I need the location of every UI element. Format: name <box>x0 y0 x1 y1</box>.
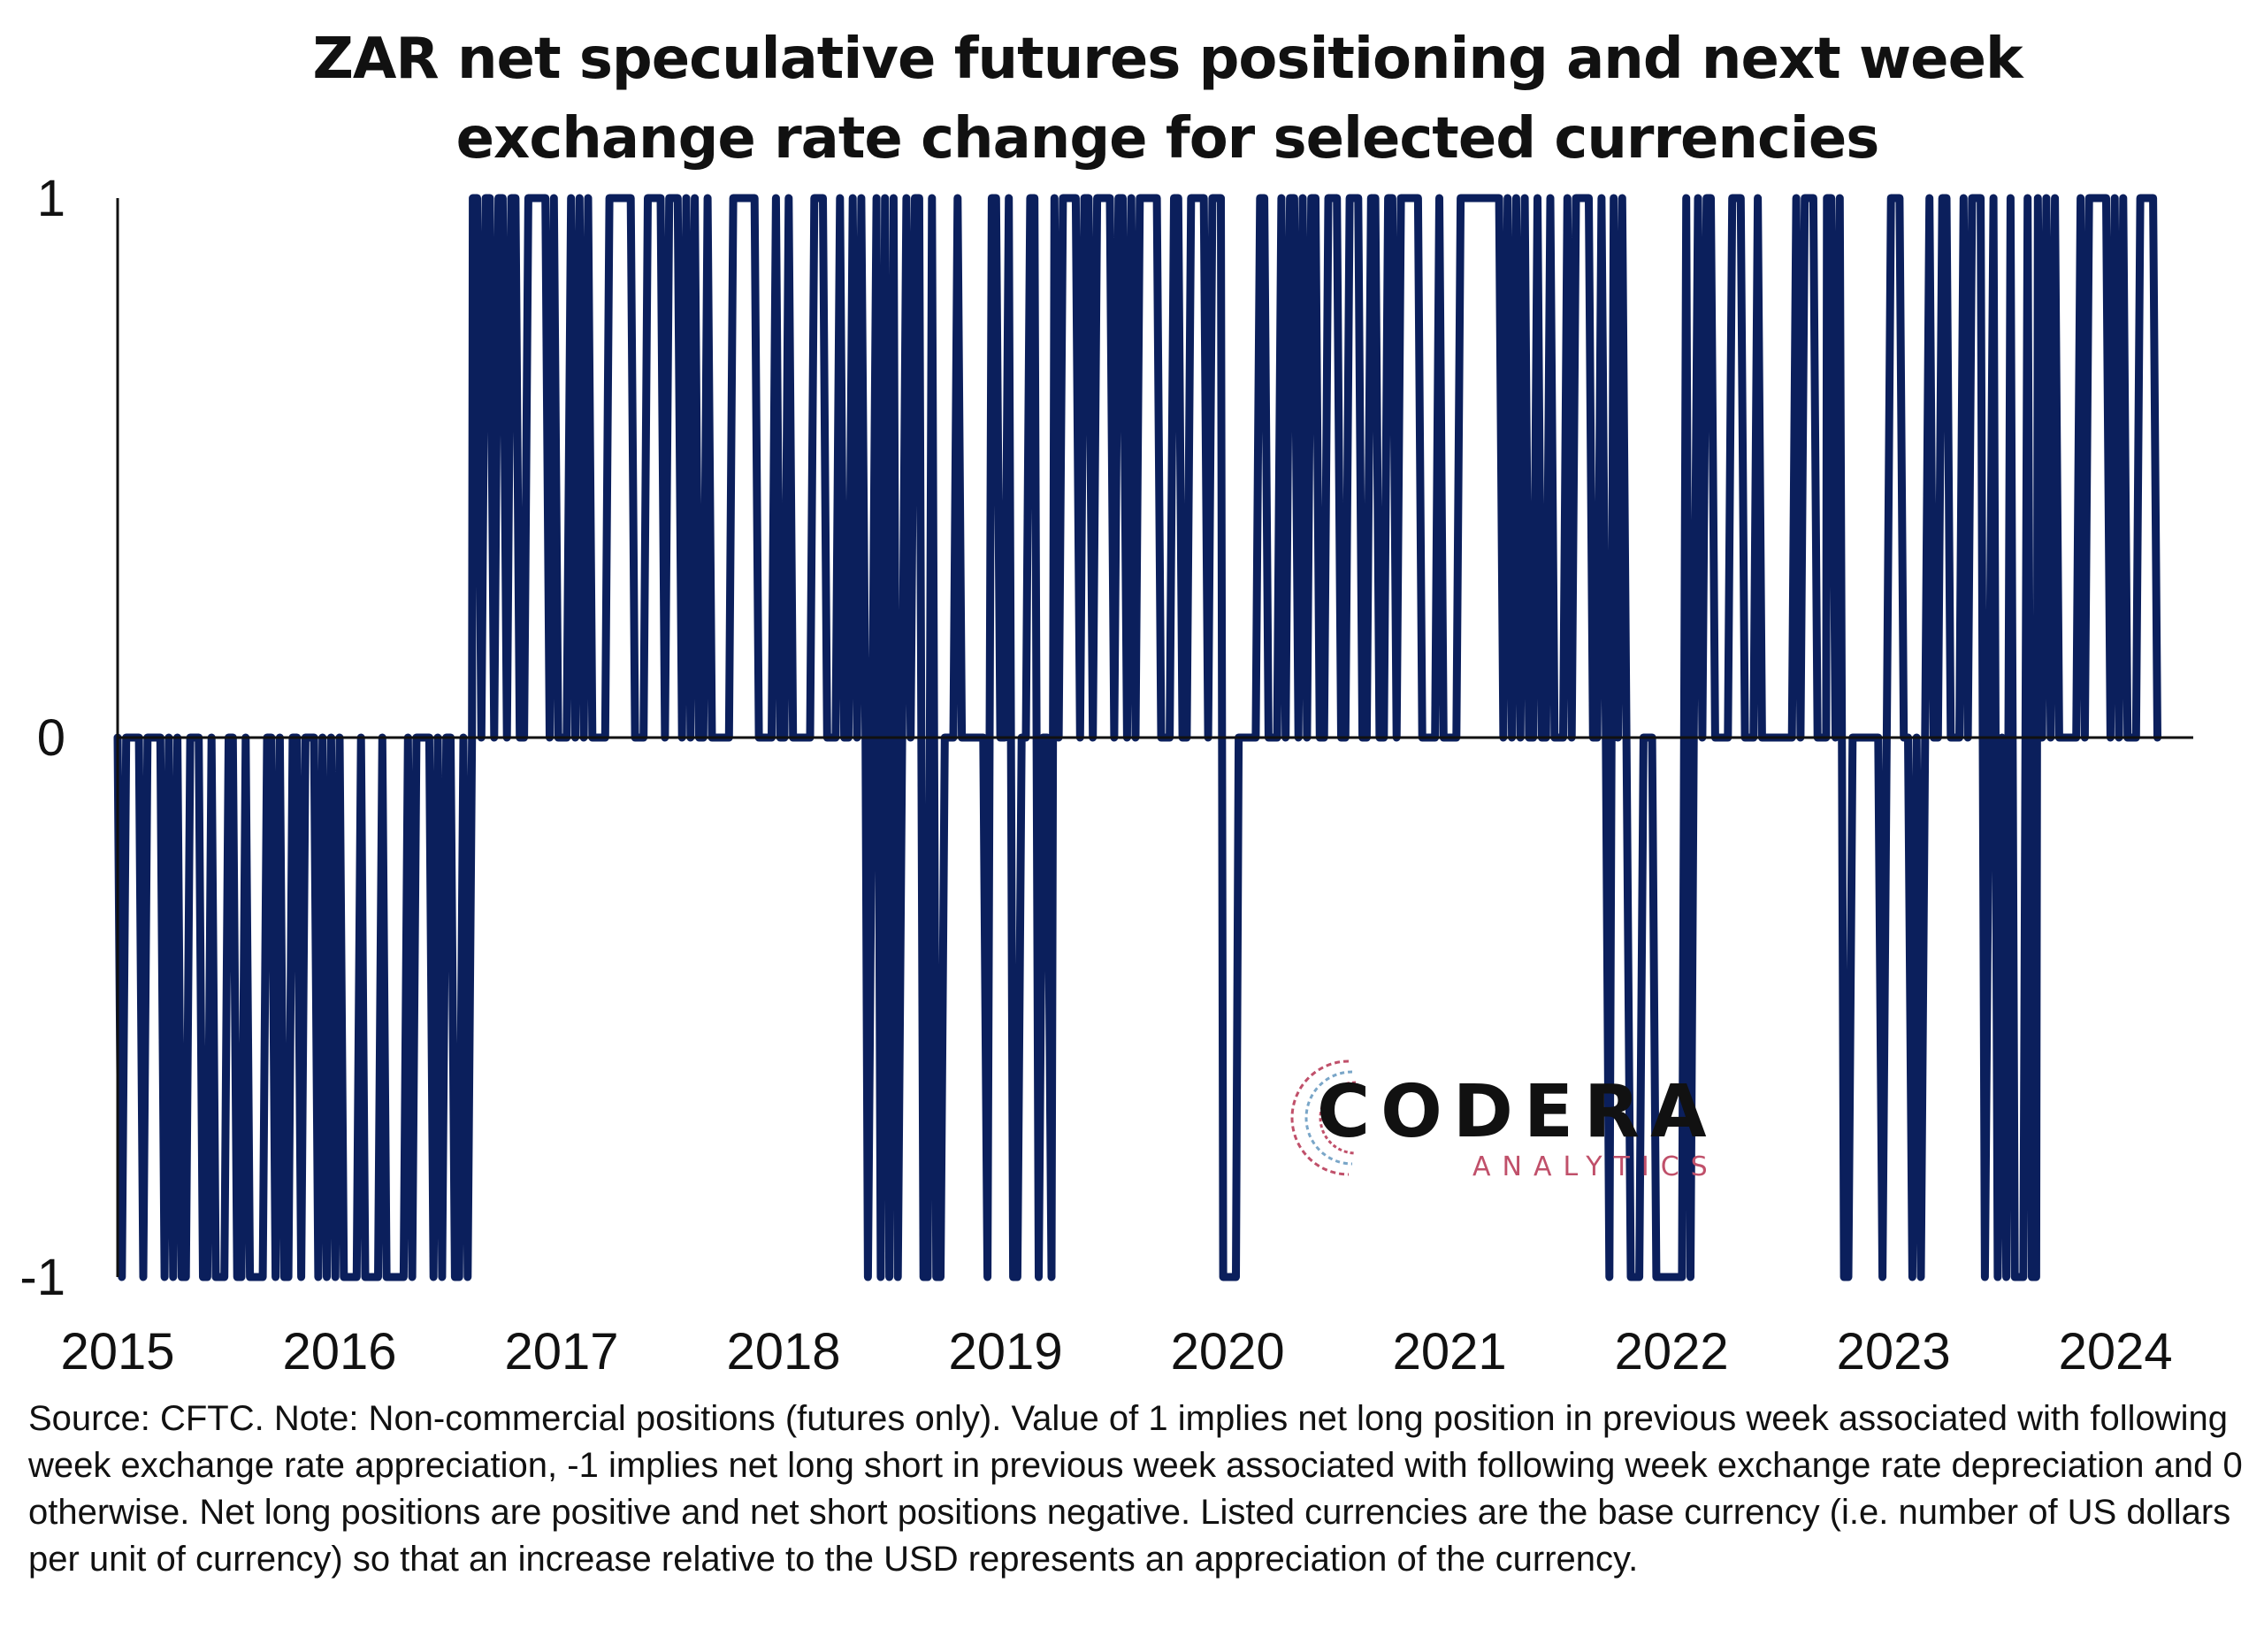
x-tick-label: 2019 <box>949 1323 1063 1380</box>
y-tick-label: 1 <box>37 170 65 227</box>
y-tick-label: 0 <box>37 709 65 767</box>
x-tick-label: 2021 <box>1393 1323 1507 1380</box>
chart-title-line-2: exchange rate change for selected curren… <box>455 106 1880 172</box>
x-tick-label: 2018 <box>727 1323 841 1380</box>
axis-layer <box>116 198 2193 1277</box>
x-tick-label: 2016 <box>283 1323 397 1380</box>
x-tick-label: 2017 <box>505 1323 619 1380</box>
y-tick-label: -1 <box>19 1249 65 1306</box>
chart-title: ZAR net speculative futures positioning … <box>0 19 2264 179</box>
x-tick-label: 2022 <box>1615 1323 1729 1380</box>
codera-logo: CODERA ANALYTICS <box>1287 1052 1708 1194</box>
chart-canvas: 1 0 -1 2015 2016 2017 2018 2019 2020 2021 2022 2023… <box>19 170 2193 1380</box>
logo-subtitle: ANALYTICS <box>1472 1151 1719 1182</box>
chart-title-line-1: ZAR net speculative futures positioning … <box>312 27 2023 92</box>
logo-name: CODERA <box>1317 1070 1717 1154</box>
x-tick-label: 2023 <box>1837 1323 1951 1380</box>
x-tick-label: 2024 <box>2059 1323 2173 1380</box>
logo-arc-icon <box>1290 1059 1357 1176</box>
x-tick-label: 2020 <box>1171 1323 1285 1380</box>
source-note: Source: CFTC. Note: Non-commercial posit… <box>28 1399 2243 1579</box>
x-tick-label: 2015 <box>60 1323 174 1380</box>
label-layer: 1 0 -1 2015 2016 2017 2018 2019 2020 2021 2022 2023… <box>19 170 2172 1380</box>
